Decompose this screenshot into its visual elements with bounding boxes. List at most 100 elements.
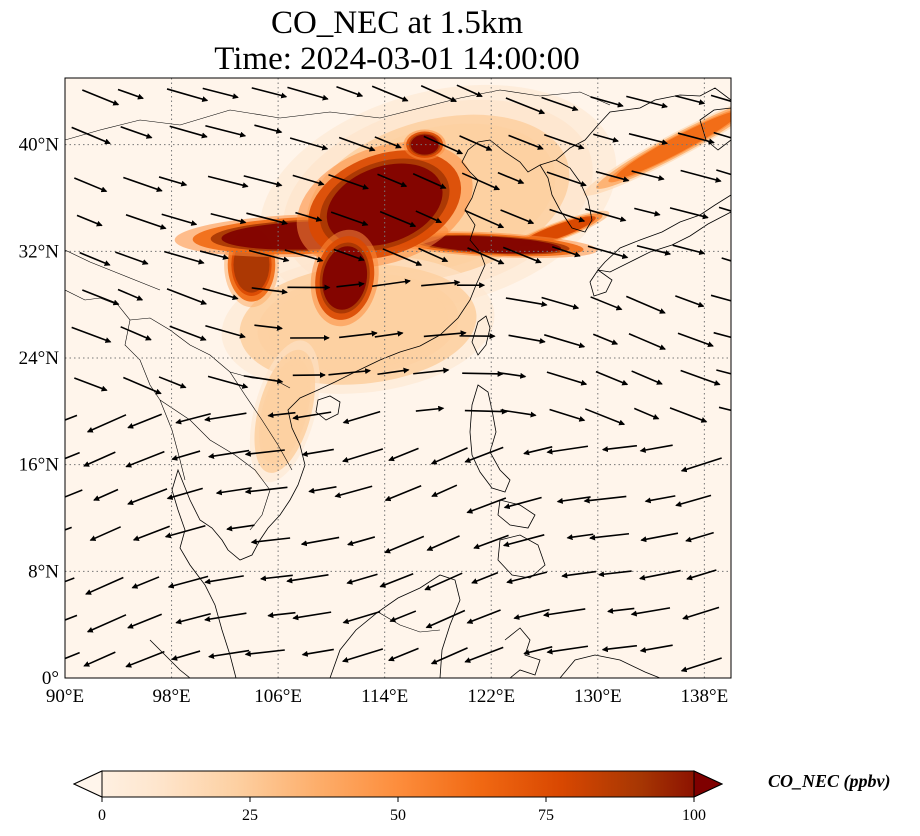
wind-arrow xyxy=(430,447,468,465)
wind-arrow xyxy=(607,607,635,614)
wind-arrow xyxy=(388,447,419,462)
wind-arrow xyxy=(341,448,384,463)
wind-arrow xyxy=(171,450,201,461)
wind-arrow xyxy=(721,257,731,262)
wind-arrow xyxy=(251,87,288,99)
wind-arrow xyxy=(169,325,207,341)
wind-arrow xyxy=(164,250,205,265)
wind-arrow xyxy=(669,407,708,423)
wind-arrow xyxy=(65,577,75,583)
wind-arrow xyxy=(456,84,483,98)
wind-arrow xyxy=(389,610,417,623)
wind-arrow xyxy=(423,330,467,338)
wind-arrow xyxy=(123,376,162,395)
wind-arrow xyxy=(471,571,499,584)
wind-arrow xyxy=(287,86,329,101)
map-plot-area[interactable] xyxy=(33,48,777,678)
wind-arrow xyxy=(267,411,296,419)
wind-arrow xyxy=(175,612,211,625)
wind-arrow xyxy=(420,85,458,103)
wind-arrow xyxy=(65,489,83,498)
wind-arrow xyxy=(595,370,629,386)
wind-arrow xyxy=(251,287,288,295)
wind-arrow xyxy=(204,575,244,585)
wind-arrow xyxy=(638,569,681,581)
wind-arrow xyxy=(244,649,285,657)
wind-arrow xyxy=(589,532,630,541)
wind-arrow xyxy=(85,576,124,595)
wind-arrow xyxy=(79,251,111,266)
wind-arrow xyxy=(292,411,332,421)
wind-arrow xyxy=(546,445,589,455)
taiwan-island xyxy=(471,315,491,356)
longitude-axis: 90°E 98°E 106°E 114°E 122°E 130°E 138°E xyxy=(46,686,728,707)
wind-arrow xyxy=(336,281,365,288)
wind-arrow xyxy=(505,297,548,308)
wind-arrow xyxy=(595,170,630,183)
wind-arrow xyxy=(630,607,671,617)
lon-tick-label-106: 106°E xyxy=(254,686,302,707)
wind-arrow xyxy=(342,410,381,425)
wind-arrow xyxy=(372,278,411,288)
lon-tick-label-114: 114°E xyxy=(361,686,408,707)
colorbar-tick-label-75: 75 xyxy=(538,807,554,824)
wind-arrow xyxy=(127,488,168,506)
wind-arrow xyxy=(199,250,230,260)
plume-south-china-level-3 xyxy=(268,279,448,371)
japan-islands xyxy=(597,194,731,273)
wind-arrow xyxy=(244,486,288,495)
wind-arrow xyxy=(76,214,103,227)
wind-arrow xyxy=(164,524,206,539)
lat-tick-label-40: 40°N xyxy=(19,135,60,156)
wind-arrow xyxy=(175,412,211,425)
wind-arrow xyxy=(426,535,460,551)
wind-arrow xyxy=(86,414,127,433)
colorbar-extend-right xyxy=(693,770,724,798)
lon-tick-label-98: 98°E xyxy=(152,686,190,707)
wind-arrow xyxy=(120,126,153,139)
wind-arrow xyxy=(546,371,588,386)
wind-arrow xyxy=(89,526,122,541)
wind-arrow xyxy=(644,495,676,504)
wind-arrow xyxy=(292,611,332,621)
wind-arrow xyxy=(497,371,527,379)
wind-arrow xyxy=(682,606,720,620)
wind-arrow xyxy=(686,569,717,581)
wind-arrow xyxy=(680,657,722,673)
lon-tick-label-90: 90°E xyxy=(46,686,84,707)
wind-arrow xyxy=(123,176,163,193)
wind-arrow xyxy=(158,376,187,389)
wind-arrow xyxy=(506,571,548,584)
wind-arrow xyxy=(675,295,705,308)
wind-vector-field xyxy=(65,84,731,673)
wind-arrow xyxy=(677,132,715,145)
wind-arrow xyxy=(628,332,666,350)
colorbar-label: CO_NEC (ppbv) xyxy=(768,771,891,791)
border-laos-vietnam xyxy=(229,371,293,471)
wind-arrow xyxy=(680,169,722,183)
wind-arrow xyxy=(204,612,247,623)
wind-arrow xyxy=(127,413,162,429)
wind-arrow xyxy=(334,485,373,498)
wind-arrow xyxy=(523,446,553,456)
wind-arrow xyxy=(127,613,162,629)
lat-tick-label-24: 24°N xyxy=(19,348,60,369)
map-frame xyxy=(64,77,732,679)
wind-arrow xyxy=(71,326,112,343)
wind-arrow xyxy=(508,334,546,344)
wind-arrow xyxy=(502,246,542,264)
latitude-axis: 0° 8°N 16°N 24°N 32°N 40°N xyxy=(19,135,60,689)
wind-arrow xyxy=(601,644,638,653)
wind-arrow xyxy=(500,409,537,418)
wind-arrow xyxy=(388,647,419,662)
wind-arrow xyxy=(710,94,731,103)
wind-arrow xyxy=(74,377,108,392)
wind-arrow xyxy=(301,448,334,457)
wind-arrow xyxy=(631,170,665,181)
colorbar-tick-label-25: 25 xyxy=(242,807,258,824)
wind-arrow xyxy=(301,648,334,657)
wind-arrow xyxy=(593,133,619,143)
wind-arrow xyxy=(202,287,239,301)
wind-arrow xyxy=(680,457,722,473)
